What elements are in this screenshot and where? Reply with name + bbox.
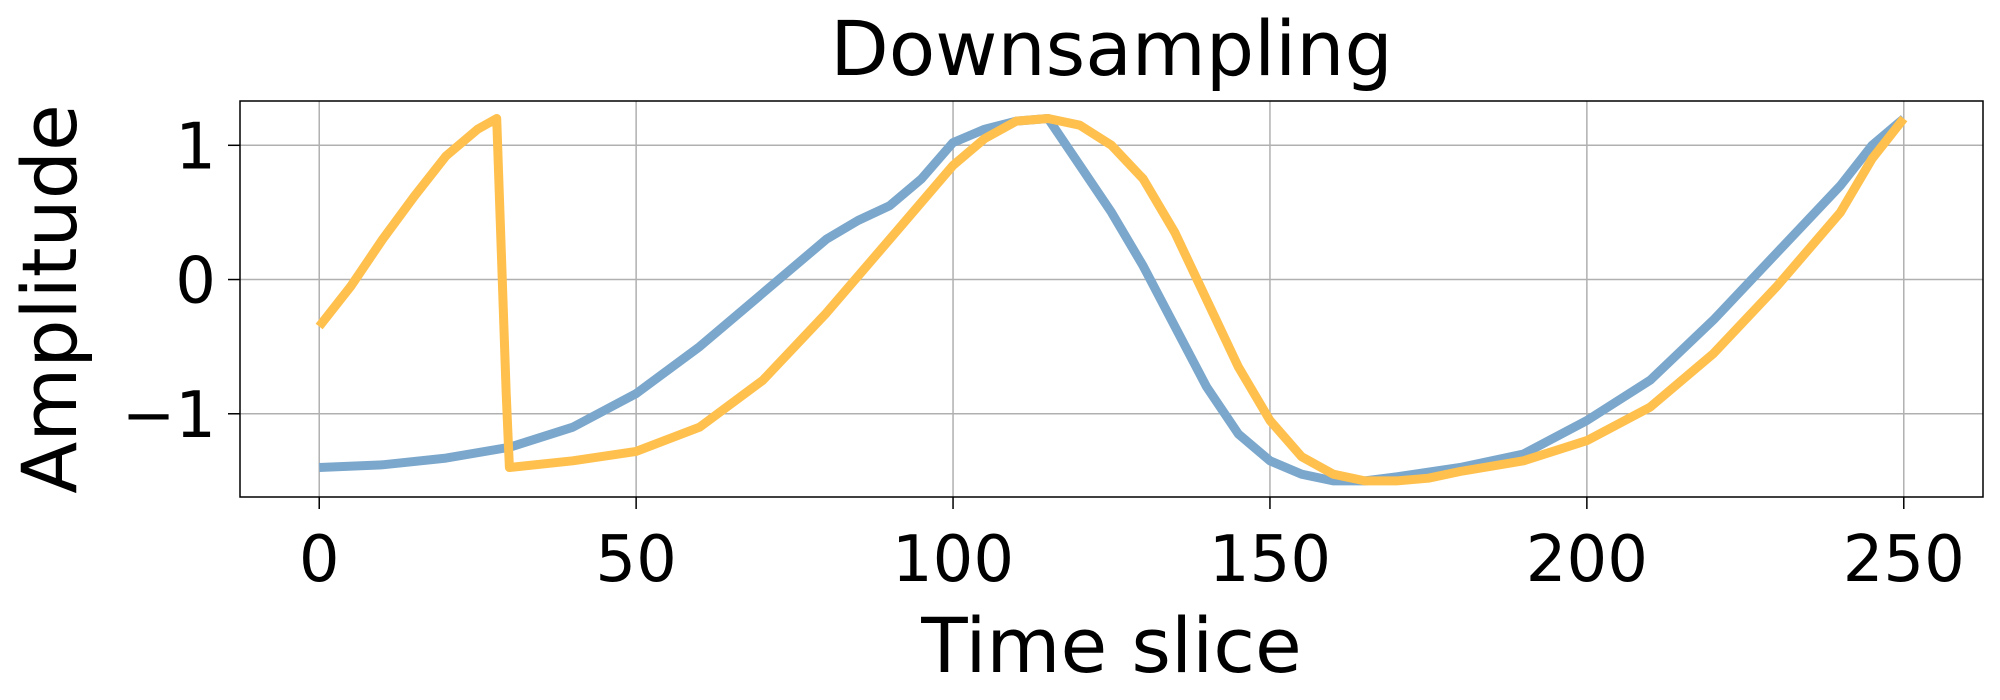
series-line-2 bbox=[315, 114, 1908, 486]
series-layer bbox=[315, 114, 1908, 486]
x-tick-label: 150 bbox=[1209, 523, 1331, 597]
x-tick-label: 100 bbox=[892, 523, 1014, 597]
x-tick-label: 250 bbox=[1843, 523, 1965, 597]
x-axis-label: Time slice bbox=[920, 601, 1302, 690]
y-tick-label: 1 bbox=[175, 110, 216, 184]
y-tick-label: 0 bbox=[175, 245, 216, 319]
chart-title: Downsampling bbox=[830, 4, 1392, 93]
y-axis-label: Amplitude bbox=[5, 104, 94, 493]
x-tick-label: 0 bbox=[299, 523, 340, 597]
x-tick-label: 200 bbox=[1526, 523, 1648, 597]
plot-frame bbox=[239, 100, 1984, 498]
axis-ticks: 0 50 100 150 200 250 −1 0 1 bbox=[122, 110, 1965, 597]
y-tick-label: −1 bbox=[122, 379, 216, 453]
x-tick-label: 50 bbox=[595, 523, 676, 597]
series-line-1 bbox=[319, 114, 1907, 486]
